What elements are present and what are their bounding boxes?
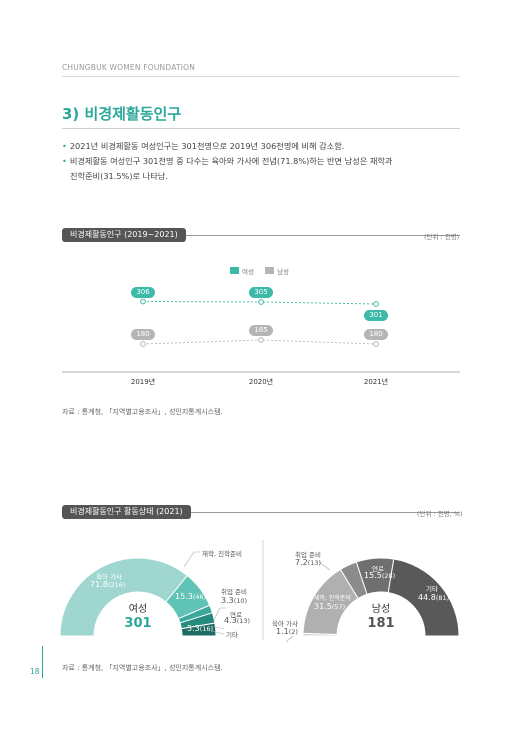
male-center-title: 남성 [371,604,391,615]
line-series-layer [140,298,379,347]
value: 3.3 [221,596,234,605]
chart2-label-main: 비경제활동인구 활동상태 [70,507,154,516]
bullet-dot: • [62,156,67,166]
count: (16) [199,625,214,633]
female-label-other: 기타 [226,631,238,639]
bullet-2-cont: 진학준비(31.5%)로 나타남. [70,171,168,181]
value: 1.1 [276,627,289,636]
female-value-other: 5.3(16) [187,624,213,633]
data-point [373,341,379,347]
data-point [373,301,379,307]
header-org: CHUNGBUK WOMEN FOUNDATION [62,63,196,72]
value: 15.5 [364,571,382,580]
x-tick-label: 2019년 [130,378,156,386]
page-number: 18 [30,667,40,676]
legend-female: 여성 [242,267,254,276]
value: 15.3 [175,592,193,601]
x-tick-label: 2020년 [248,378,274,386]
chart1-source: 자료 : 통계청, 「지역별고용조사」, 성인지통계시스템. [62,408,223,416]
female-value-jobprep: 3.3(10) [221,596,247,605]
chart1-label-sub: (2019~2021) [124,230,178,239]
count: (10) [233,597,248,605]
female-center-title: 여성 [128,604,148,615]
donut-slice [387,558,460,637]
male-label-study: 재학, 진학준비 [314,595,351,602]
callout-lines [183,551,331,643]
donut-slice [59,557,189,637]
count: (13) [236,617,251,625]
value: 71.8 [90,580,108,589]
chart1-legend: 여성 남성 [230,260,295,279]
male-label-childcare: 육아 가사 [272,620,298,628]
male-label-other: 기타 [426,585,438,593]
female-label-elderly: 연로 [230,611,242,619]
donut-male [302,557,460,637]
count: (57) [331,603,346,611]
value: 31.5 [314,602,332,611]
data-label: 180 [131,329,155,340]
male-label-elderly: 연로 [372,565,384,573]
bullet-dot: • [62,141,67,151]
female-label-study: 재학, 진학준비 [202,550,243,558]
bullet-2: • 비경제활동 여성인구 301천명 중 다수는 육아와 가사에 전념(71.8%… [62,155,462,168]
female-value-study: 15.3(46) [175,592,206,601]
chart1-label: 비경제활동인구 (2019~2021) [62,228,186,242]
chart1-label-main: 비경제활동인구 [70,230,122,239]
data-label: 305 [249,287,273,298]
male-value-study: 31.5(57) [314,602,345,611]
data-point [140,298,146,305]
count: (216) [107,581,126,589]
legend-male-swatch [265,267,275,274]
section-divider [62,128,460,129]
value: 5.3 [187,624,200,633]
value: 4.3 [224,616,237,625]
female-label-childcare: 육아 가사 [96,573,122,581]
chart2-unit: (단위 : 천명, %) [417,510,463,518]
female-value-elderly: 4.3(13) [224,616,250,625]
count: (2) [288,628,298,636]
legend-female-swatch [230,267,239,274]
data-point [258,299,264,305]
count: (81) [435,594,450,602]
male-value-childcare: 1.1(2) [276,627,298,636]
donut-slice [180,622,217,637]
bullet-1-text: 2021년 비경제활동 여성인구는 301천명으로 2019년 306천명에 비… [69,141,345,151]
data-label: 306 [131,286,155,298]
female-value-childcare: 71.8(216) [90,580,125,589]
count: (28) [381,572,396,580]
female-center-total: 301 [124,616,152,631]
chart2-label: 비경제활동인구 활동상태 (2021) [62,505,191,519]
section-title: 3) 비경제활동인구 [62,105,182,123]
male-value-jobprep: 7.2(13) [295,558,321,567]
donut-female [59,557,217,637]
chart1-unit: (단위 : 천명) [424,233,460,241]
male-value-elderly: 15.5(28) [364,571,395,580]
x-tick-label: 2021년 [363,378,389,386]
female-label-jobprep: 취업 준비 [221,588,247,596]
data-point [140,341,146,347]
data-point [258,337,264,343]
chart2-label-sub: (2021) [156,507,183,516]
legend-male: 남성 [277,267,290,276]
data-label: 185 [249,325,273,336]
chart2-header-line [62,512,460,513]
data-label: 301 [364,310,388,321]
value: 7.2 [295,558,308,567]
bullet-2-text: 비경제활동 여성인구 301천명 중 다수는 육아와 가사에 전념(71.8%)… [69,156,393,166]
page-number-rule [42,646,43,678]
data-label: 180 [364,329,388,340]
header-divider [62,76,460,77]
bullet-1: • 2021년 비경제활동 여성인구는 301천명으로 2019년 306천명에 … [62,140,462,153]
count: (13) [307,559,322,567]
chart2-source: 자료 : 통계청, 「지역별고용조사」, 성인지통계시스템. [62,664,223,672]
male-center-total: 181 [367,616,395,631]
value: 44.8 [418,593,436,602]
male-label-jobprep: 취업 준비 [295,551,321,559]
chart1-header-line [62,235,460,236]
male-value-other: 44.8(81) [418,593,449,602]
count: (46) [192,593,207,601]
